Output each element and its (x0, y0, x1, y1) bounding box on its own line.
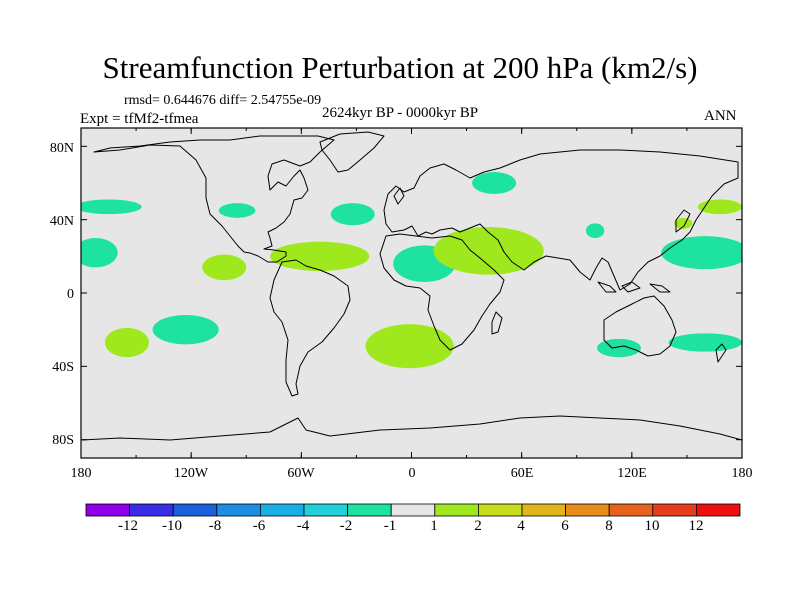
colorbar-swatch (608, 503, 654, 517)
coastlines (81, 131, 742, 441)
x-tick-label: 120W (173, 466, 209, 481)
anomaly-region (661, 236, 742, 270)
experiment-label: Expt = tfMf2-tfmea (80, 111, 199, 127)
colorbar-swatch (303, 503, 348, 517)
colorbar-swatch (521, 503, 566, 517)
eurasia-africa-coast (383, 149, 739, 291)
anomaly-regions (81, 172, 742, 369)
australia-coast (603, 295, 677, 357)
x-tick-label: 60W (287, 466, 315, 481)
x-tick-label: 180 (70, 466, 92, 481)
colorbar-swatch (347, 503, 392, 517)
anomaly-region (585, 223, 605, 239)
japan-coast (675, 209, 691, 233)
colorbar-swatch (172, 503, 218, 517)
chart-title: Streamfunction Perturbation at 200 hPa (… (102, 50, 698, 85)
y-tick-label: 40N (49, 214, 74, 229)
madagascar-coast (491, 311, 503, 335)
colorbar-label: 10 (644, 518, 660, 534)
axis-ticks (80, 128, 743, 458)
x-tick-label: 60E (510, 466, 534, 481)
anomaly-region (202, 254, 247, 281)
colorbar-label: -12 (118, 518, 138, 534)
colorbar-swatch (434, 503, 479, 517)
anomaly-region (697, 199, 742, 215)
africa-coast (379, 233, 505, 351)
colorbar-label: 6 (561, 518, 569, 534)
british-isles-coast (393, 187, 405, 205)
anomaly-region (365, 324, 454, 369)
colorbar-label: 8 (605, 518, 613, 534)
colorbar-swatch (390, 503, 436, 517)
colorbar-label: 12 (688, 518, 704, 534)
colorbar-label: -1 (383, 518, 397, 534)
colorbar-swatch (259, 503, 305, 517)
colorbar-label: 2 (474, 518, 482, 534)
anomaly-region (81, 199, 142, 215)
new-zealand-coast (715, 343, 727, 363)
anomaly-region (596, 338, 642, 358)
y-tick-label: 80N (49, 141, 74, 156)
colorbar-label: -4 (296, 518, 310, 534)
colorbar-label: 1 (430, 518, 438, 534)
colorbar-swatch (565, 503, 610, 517)
north-america-coast (93, 135, 335, 263)
season-label: ANN (704, 108, 737, 124)
south-america-coast (269, 259, 351, 397)
anomaly-region (668, 333, 742, 352)
colorbar-label: -2 (339, 518, 353, 534)
colorbar-label: -10 (162, 518, 182, 534)
colorbar-swatch (85, 503, 130, 517)
anomaly-region (674, 217, 693, 229)
indonesia-coast (597, 281, 671, 293)
x-tick-label: 180 (731, 466, 753, 481)
colorbar (85, 503, 741, 517)
colorbar-label: -6 (252, 518, 266, 534)
colorbar-swatch (696, 503, 741, 517)
anomaly-region (433, 227, 544, 275)
y-tick-label: 80S (52, 433, 74, 448)
anomaly-region (218, 203, 256, 218)
colorbar-swatch (216, 503, 261, 517)
anomaly-region (152, 315, 219, 345)
anomaly-region (104, 327, 149, 358)
colorbar-swatch (477, 503, 523, 517)
anomaly-region (472, 172, 517, 194)
anomaly-region (270, 241, 370, 271)
y-tick-label: 40S (52, 360, 74, 375)
antarctica-coast (81, 415, 742, 441)
x-tick-label: 120E (617, 466, 647, 481)
colorbar-swatch (652, 503, 697, 517)
colorbar-label: -8 (208, 518, 222, 534)
y-tick-label: 0 (67, 287, 74, 302)
anomaly-region (330, 203, 375, 226)
plot-background (81, 128, 742, 458)
anomaly-region (81, 238, 118, 268)
stats-line: rmsd= 0.644676 diff= 2.54755e-09 (124, 93, 322, 108)
colorbar-label: 4 (517, 518, 525, 534)
colorbar-swatch (129, 503, 174, 517)
period-label: 2624kyr BP - 0000kyr BP (322, 105, 479, 121)
greenland-coast (319, 131, 385, 173)
x-tick-label: 0 (408, 466, 416, 481)
